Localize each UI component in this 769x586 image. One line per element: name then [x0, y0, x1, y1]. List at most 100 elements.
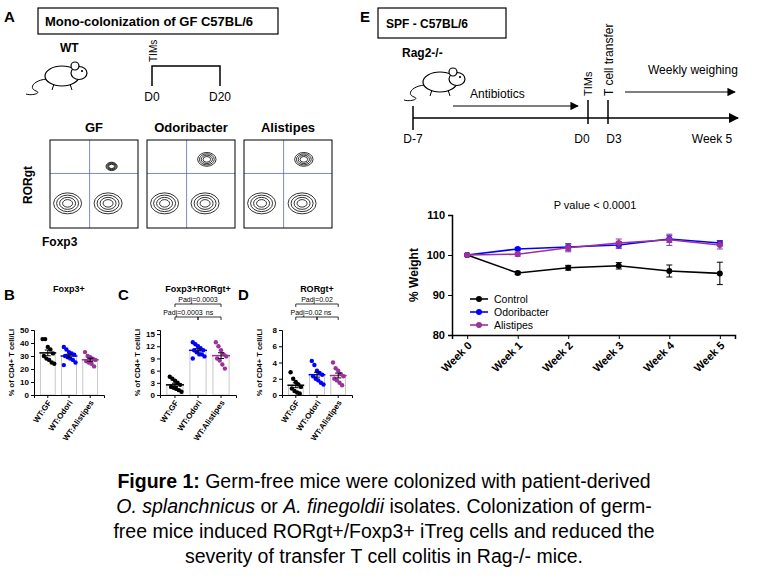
panel-chart: 03691215WT:GFWT:OdoriWT:Alistipes% of CD… — [133, 284, 237, 443]
tick-mark — [31, 369, 34, 370]
contour — [151, 193, 179, 214]
tick: 9 — [151, 354, 160, 363]
tick-mark — [467, 335, 468, 339]
tick-label: 110 — [427, 209, 445, 221]
box-title: SPF - C57BL/6 — [386, 17, 468, 31]
mouse-ear — [449, 68, 457, 76]
axis-line — [31, 331, 35, 396]
tick-mark — [568, 335, 569, 339]
axis-title: % of CD4+ T cell/LI — [133, 329, 142, 396]
point — [331, 360, 335, 364]
tick-label: 9 — [151, 354, 156, 363]
flow-title: Alistipes — [261, 120, 315, 135]
marker — [515, 270, 521, 276]
chart-title: RORgt+ — [300, 284, 334, 294]
tick: Week 1 — [489, 335, 524, 374]
marker — [717, 270, 723, 276]
comparison-label: Padj=0.02 — [301, 296, 333, 304]
tick-mark — [31, 395, 34, 396]
error-cap — [172, 383, 178, 384]
point — [179, 390, 183, 394]
tick-label: 40 — [20, 339, 29, 348]
tick-mark — [69, 395, 70, 398]
tick-mark — [279, 395, 282, 396]
tick: 6 — [151, 367, 160, 376]
x-axis: Week 0Week 1Week 2Week 3Week 4Week 5 — [439, 335, 736, 374]
mean-line — [82, 359, 99, 361]
tick-mark — [448, 335, 452, 336]
tick: 4 — [273, 359, 282, 368]
error-cap — [87, 358, 93, 359]
contour — [251, 195, 273, 212]
mean-line — [166, 384, 184, 386]
contour — [107, 163, 116, 170]
error-cap — [66, 354, 72, 355]
tick-mark — [31, 382, 34, 383]
tick: 0 — [151, 391, 160, 400]
error-cap — [66, 357, 72, 358]
caption-text: free mice induced RORgt+/Foxp3+ iTreg ce… — [113, 520, 654, 542]
marker — [616, 263, 622, 269]
gate-line — [244, 173, 332, 174]
error-cap — [45, 350, 51, 351]
panel-label: C — [118, 286, 129, 303]
tick: 15 — [146, 330, 160, 339]
flow-plot — [50, 140, 138, 228]
contour — [106, 162, 117, 170]
tick-mark — [448, 255, 452, 256]
tick: 100 — [427, 249, 452, 261]
tick: 0 — [25, 391, 34, 400]
bracket — [317, 317, 338, 320]
point — [216, 344, 220, 348]
error-cap — [717, 249, 723, 250]
tick-mark — [157, 358, 160, 359]
tick-mark — [157, 346, 160, 347]
tick: 50 — [20, 326, 34, 335]
tick: 90 — [433, 289, 452, 301]
point — [288, 370, 292, 374]
flow-frame — [147, 140, 235, 228]
tick-label: 90 — [433, 289, 445, 301]
error-cap — [616, 247, 622, 248]
legend-label: Odoribacter — [494, 306, 549, 318]
error-cap — [666, 265, 672, 266]
timeline — [413, 117, 738, 119]
error-cap — [666, 245, 672, 246]
contour — [160, 200, 170, 208]
error-cap — [172, 386, 178, 387]
tick: 40 — [20, 339, 34, 348]
tick: 3 — [151, 379, 160, 388]
flow-title: GF — [85, 120, 103, 135]
contour — [203, 157, 211, 163]
point — [92, 364, 96, 368]
tick: 110 — [427, 209, 452, 221]
annotation: P value < 0.0001 — [554, 199, 637, 211]
chart-title: Foxp3+ — [53, 284, 85, 294]
tick-label: 50 — [20, 326, 29, 335]
tick-mark — [31, 343, 34, 344]
timepoint: Week 5 — [692, 132, 733, 146]
tick-label: Week 0 — [439, 339, 474, 374]
error-cap — [565, 243, 571, 244]
caption-line: O. splanchnicus or A. finegoldii isolate… — [116, 495, 651, 517]
y-axis: 8090100110 — [427, 209, 453, 341]
error-cap — [218, 358, 224, 359]
tick-label: Week 2 — [540, 339, 575, 374]
tick-mark — [157, 371, 160, 372]
flow-frame — [50, 140, 138, 228]
contour — [94, 193, 122, 214]
tick: WT:Alistipes — [309, 395, 344, 443]
point — [73, 360, 77, 364]
marker — [464, 252, 470, 258]
contour — [257, 200, 267, 208]
tick-mark — [157, 395, 160, 396]
caption-text: Figure 1: — [117, 470, 199, 492]
error-cap — [565, 251, 571, 252]
tick: Week 0 — [439, 335, 474, 374]
contour — [254, 197, 270, 209]
timepoint: D-7 — [403, 132, 423, 146]
panel-chart: 01020304050WT:GFWT:OdoriWT:Alistipes% of… — [7, 284, 105, 443]
mouse-label: Rag2-/- — [402, 46, 443, 60]
marks — [39, 337, 98, 395]
tick-mark — [279, 346, 282, 347]
